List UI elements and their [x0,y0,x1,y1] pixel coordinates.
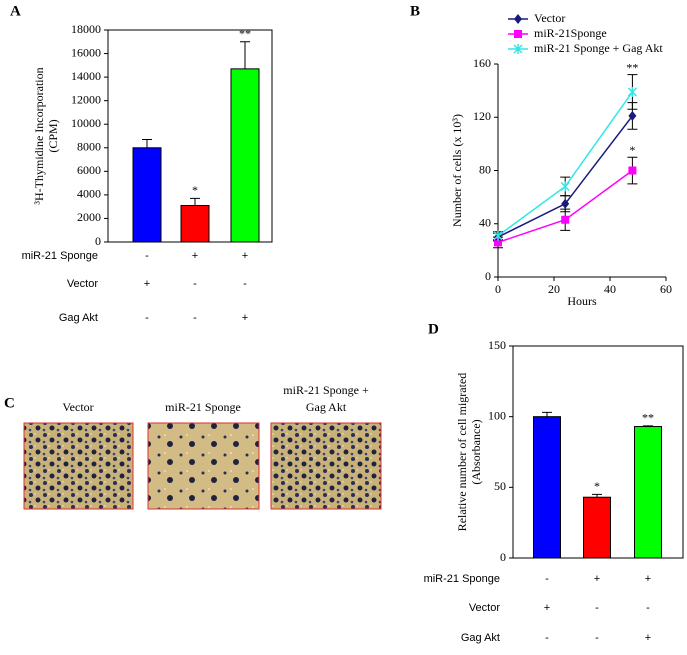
error-bar [592,493,602,498]
significance: * [192,183,198,197]
error-bar [240,41,250,69]
condition-sign: + [594,573,600,585]
marker [627,86,637,97]
condition-sign: - [145,250,149,262]
x-axis-label: Hours [567,294,597,308]
condition-label: Vector [67,278,99,290]
error-bar [142,139,152,148]
marker [514,30,522,38]
marker [513,44,523,54]
micrograph [147,422,260,510]
x-tick-label: 60 [660,282,672,296]
condition-sign: - [545,632,549,644]
condition-sign: + [242,312,248,324]
error-bar [542,411,552,417]
condition-sign: - [646,602,650,614]
y-tick-label: 120 [473,109,491,123]
y-tick-label: 150 [488,338,506,352]
x-tick-label: 0 [495,282,501,296]
marker [560,181,570,192]
condition-sign: + [645,632,651,644]
condition-label: Vector [469,602,501,614]
condition-sign: - [595,602,599,614]
condition-sign: - [243,278,247,290]
y-tick-label: 10000 [71,116,101,130]
marker [628,110,637,121]
y-tick-label: 2000 [77,210,101,224]
condition-label: miR-21 Sponge [424,573,500,585]
y-tick-label: 6000 [77,163,101,177]
condition-sign: - [193,278,197,290]
panel-letter: D [428,321,439,337]
legend-label: miR-21 Sponge + Gag Akt [534,41,663,55]
y-tick-label: 0 [500,550,506,564]
axes [497,64,666,278]
significance: * [594,479,600,493]
bar [533,416,561,559]
y-tick-label: 14000 [71,69,101,83]
image-label: Vector [62,400,93,414]
bar [180,204,210,243]
condition-label: Gag Akt [59,312,98,324]
y-axis-label: ³H-Thymidine Incorporation [32,67,46,204]
y-tick-label: 16000 [71,45,101,59]
condition-sign: - [193,312,197,324]
condition-sign: + [192,250,198,262]
bar [230,68,260,243]
y-tick-label: 8000 [77,140,101,154]
condition-sign: + [144,278,150,290]
panel-letter: C [4,395,15,411]
marker [494,238,502,247]
panel-letter: A [10,3,21,19]
condition-sign: + [242,250,248,262]
marker [561,198,570,209]
bar [132,147,162,243]
panel-letter: B [410,3,420,19]
condition-sign: + [544,602,550,614]
micrograph [23,422,134,510]
marker [514,14,522,24]
significance: ** [626,60,638,74]
y-tick-label: 4000 [77,187,101,201]
image-label: miR-21 Sponge [165,400,241,414]
y-tick-label: 50 [494,479,506,493]
y-tick-label: 0 [95,234,101,248]
x-tick-label: 20 [548,282,560,296]
legend-label: miR-21Sponge [534,26,607,40]
y-tick-label: 12000 [71,92,101,106]
y-axis-label: (CPM) [46,119,60,152]
y-axis-label: (Absorbance) [469,419,483,484]
condition-sign: - [145,312,149,324]
image-label: miR-21 Sponge + [283,383,369,397]
bar [634,426,662,559]
significance: * [629,143,635,157]
image-label: Gag Akt [306,400,347,414]
error-bar [643,425,653,427]
y-axis-label: Relative number of cell migrated [455,373,469,532]
micrograph [270,422,382,510]
y-tick-label: 160 [473,56,491,70]
condition-label: Gag Akt [461,632,500,644]
marker [561,215,570,224]
condition-label: miR-21 Sponge [22,250,98,262]
y-axis-label: Number of cells (x 10³) [450,114,464,227]
legend-label: Vector [534,11,565,25]
error-bar [190,197,200,206]
y-tick-label: 80 [479,162,491,176]
significance: ** [642,411,654,425]
condition-sign: - [545,573,549,585]
y-tick-label: 100 [488,408,506,422]
bar [583,496,611,559]
y-tick-label: 0 [485,269,491,283]
condition-sign: + [645,573,651,585]
y-tick-label: 40 [479,216,491,230]
x-tick-label: 40 [604,282,616,296]
condition-sign: - [595,632,599,644]
significance: ** [239,27,251,41]
marker [493,230,503,241]
y-tick-label: 18000 [71,22,101,36]
marker [628,166,637,175]
